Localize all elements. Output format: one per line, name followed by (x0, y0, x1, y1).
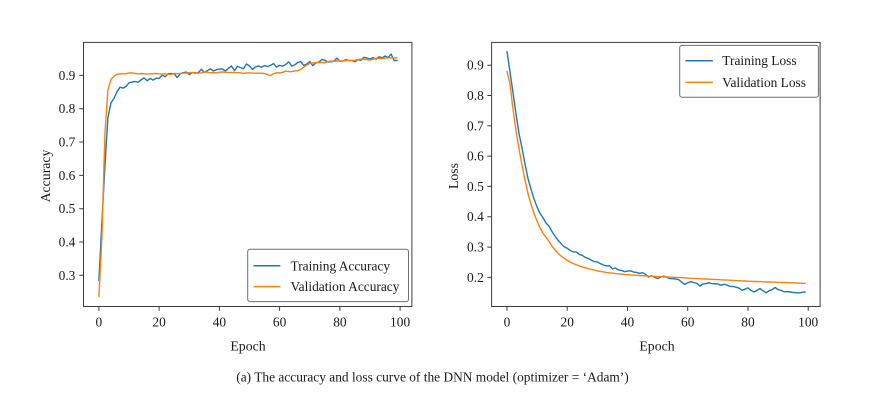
svg-text:0.3: 0.3 (59, 268, 76, 283)
svg-text:80: 80 (333, 315, 347, 330)
svg-text:0.2: 0.2 (467, 270, 484, 285)
svg-text:100: 100 (390, 315, 410, 330)
svg-text:0: 0 (96, 315, 103, 330)
svg-text:0.7: 0.7 (59, 135, 76, 150)
svg-text:0: 0 (504, 315, 511, 330)
svg-text:0.9: 0.9 (59, 68, 76, 83)
svg-text:60: 60 (273, 315, 287, 330)
svg-text:80: 80 (741, 315, 755, 330)
svg-text:Loss: Loss (446, 163, 461, 189)
svg-text:0.4: 0.4 (467, 209, 484, 224)
svg-text:0.9: 0.9 (467, 58, 484, 73)
svg-text:(a) The accuracy and loss curv: (a) The accuracy and loss curve of the D… (236, 370, 629, 385)
svg-text:Validation Loss: Validation Loss (722, 75, 806, 90)
svg-text:Training Accuracy: Training Accuracy (291, 258, 391, 273)
svg-text:40: 40 (213, 315, 227, 330)
svg-text:0.4: 0.4 (59, 235, 76, 250)
svg-text:100: 100 (798, 315, 818, 330)
svg-text:0.5: 0.5 (467, 179, 484, 194)
svg-text:0.5: 0.5 (59, 201, 76, 216)
svg-text:0.6: 0.6 (467, 149, 484, 164)
svg-text:20: 20 (561, 315, 575, 330)
svg-text:Training Loss: Training Loss (722, 53, 796, 68)
svg-text:60: 60 (681, 315, 695, 330)
svg-text:Accuracy: Accuracy (38, 149, 53, 202)
svg-text:Validation Accuracy: Validation Accuracy (291, 279, 400, 294)
svg-text:0.6: 0.6 (59, 168, 76, 183)
svg-text:40: 40 (621, 315, 635, 330)
svg-text:0.8: 0.8 (467, 88, 484, 103)
svg-text:Epoch: Epoch (639, 338, 674, 353)
svg-text:0.7: 0.7 (467, 118, 484, 133)
svg-text:Epoch: Epoch (230, 338, 265, 353)
svg-text:0.3: 0.3 (467, 240, 484, 255)
svg-text:0.8: 0.8 (59, 101, 76, 116)
svg-text:20: 20 (152, 315, 166, 330)
